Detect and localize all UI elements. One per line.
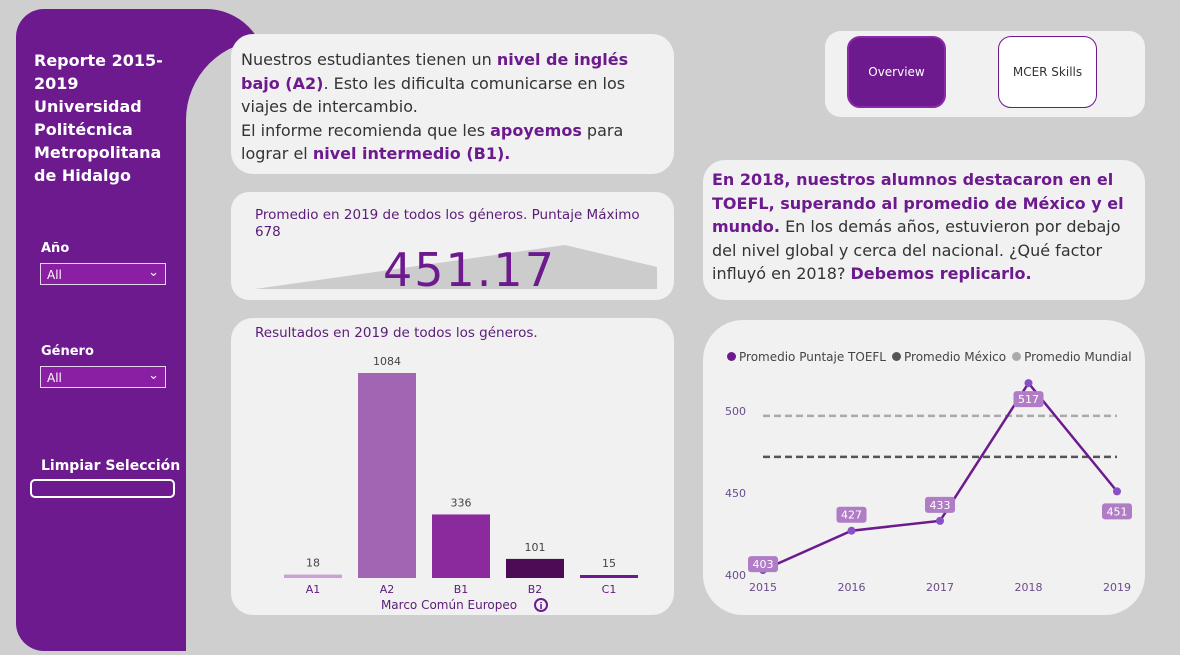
data-label-bg <box>1102 503 1132 520</box>
chevron-down-icon: ⌄ <box>148 368 159 383</box>
bar-category-label: A1 <box>306 583 321 596</box>
line-chart: 400 450 500 2015 2016 2017 2018 2019 403 427 433 51… <box>725 379 1132 594</box>
y-tick-label: 500 <box>725 405 746 418</box>
overview-button[interactable]: Overview <box>847 36 946 108</box>
legend-item: Promedio Mundial <box>1012 350 1132 364</box>
toefl-line <box>762 380 1118 572</box>
info-card <box>231 34 674 174</box>
bar-value-label: 1084 <box>373 355 401 368</box>
info-icon-glyph: i <box>539 602 542 612</box>
legend-item: Promedio Puntaje TOEFL <box>727 350 886 364</box>
x-tick-label: 2015 <box>749 581 777 594</box>
year-filter-label: Año <box>41 241 70 256</box>
bar-A2 <box>358 373 416 578</box>
data-label-bg <box>1013 391 1044 408</box>
x-tick-label: 2019 <box>1103 581 1131 594</box>
bar-A1 <box>284 574 342 578</box>
kpi-sparkline <box>255 245 657 289</box>
kpi-value: 451.17 <box>383 243 556 297</box>
data-label-bg <box>748 556 778 573</box>
year-select-value: All <box>47 268 62 282</box>
legend-item: Promedio México <box>892 350 1006 364</box>
bar-B1 <box>432 514 490 578</box>
bar-category-label: A2 <box>380 583 395 596</box>
legend-dot-icon <box>727 352 736 361</box>
data-label: 451 <box>1107 505 1128 518</box>
data-label-bg <box>925 496 955 513</box>
y-tick-label: 450 <box>725 487 746 500</box>
gender-filter-label: Género <box>41 344 94 359</box>
data-point <box>1113 487 1121 496</box>
report-title: Reporte 2015-2019 Universidad Politécnic… <box>34 51 163 185</box>
x-tick-label: 2016 <box>838 581 866 594</box>
highlight-text: En 2018, nuestros alumnos destacaron en … <box>712 170 1124 283</box>
data-label: 517 <box>1018 393 1039 406</box>
info-text: Nuestros estudiantes tienen un nivel de … <box>241 50 629 163</box>
bar-value-label: 336 <box>451 496 472 509</box>
bar-value-label: 18 <box>306 557 320 570</box>
bar-category-label: B1 <box>454 583 469 596</box>
bar-value-label: 15 <box>602 557 616 570</box>
highlight-card <box>703 160 1145 300</box>
line-chart-legend: Promedio Puntaje TOEFL Promedio México P… <box>727 350 1132 364</box>
x-tick-label: 2017 <box>926 581 954 594</box>
bar-x-axis-label: Marco Común Europeo <box>381 598 517 612</box>
legend-dot-icon <box>1012 352 1022 361</box>
data-label: 403 <box>753 558 774 571</box>
bar-value-label: 101 <box>525 541 546 554</box>
kpi-label: Promedio en 2019 de todos los géneros. P… <box>255 207 640 240</box>
data-point <box>1024 379 1033 388</box>
y-tick-label: 400 <box>725 569 746 582</box>
x-tick-label: 2018 <box>1015 581 1043 594</box>
data-label: 433 <box>930 499 951 512</box>
info-icon <box>534 598 548 612</box>
data-point <box>936 516 944 525</box>
chevron-down-icon: ⌄ <box>148 265 159 280</box>
gender-select[interactable]: All ⌄ <box>40 366 166 388</box>
bar-category-label: C1 <box>602 583 617 596</box>
clear-selection-button[interactable] <box>30 479 175 498</box>
gender-select-value: All <box>47 371 62 385</box>
bar-chart: 18 A1 1084 A2 336 B1 101 B2 15 C1 Marco Común Euro… <box>284 355 638 612</box>
mcer-skills-button[interactable]: MCER Skills <box>998 36 1097 108</box>
data-point <box>847 526 856 535</box>
data-label-bg <box>836 506 867 523</box>
year-select[interactable]: All ⌄ <box>40 263 166 285</box>
bar-chart-title: Resultados en 2019 de todos los géneros. <box>255 325 538 341</box>
bar-B2 <box>506 558 564 578</box>
bar-category-label: B2 <box>528 583 543 596</box>
bar-C1 <box>580 575 638 578</box>
legend-dot-icon <box>892 352 901 361</box>
clear-selection-label: Limpiar Selección <box>41 458 181 474</box>
data-label: 427 <box>841 509 862 522</box>
